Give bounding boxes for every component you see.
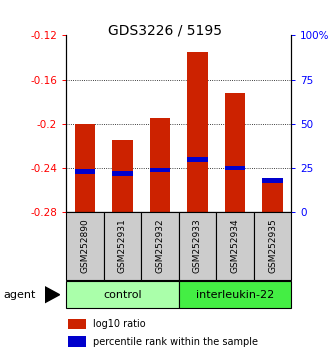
Bar [66,212,104,280]
Text: control: control [103,290,142,300]
Bar [179,281,291,308]
Text: GSM252932: GSM252932 [156,219,165,273]
Bar [254,212,291,280]
Bar [262,178,283,183]
Text: GSM252933: GSM252933 [193,219,202,273]
Bar [150,118,170,212]
Bar [225,93,245,212]
Bar [150,168,170,172]
Text: GSM252935: GSM252935 [268,219,277,273]
Text: GSM252934: GSM252934 [230,219,240,273]
Text: interleukin-22: interleukin-22 [196,290,274,300]
Bar [225,166,245,170]
Bar [66,281,179,308]
Bar [75,124,95,212]
Bar [187,157,208,161]
Bar [179,212,216,280]
Text: GDS3226 / 5195: GDS3226 / 5195 [109,23,222,37]
Bar [69,336,86,347]
Text: GSM252931: GSM252931 [118,219,127,273]
Bar [75,170,95,174]
Text: percentile rank within the sample: percentile rank within the sample [93,337,258,347]
Bar [112,171,133,176]
Polygon shape [45,287,60,303]
Bar [216,212,254,280]
Text: agent: agent [3,290,36,300]
Bar [69,319,86,329]
Bar [141,212,179,280]
Text: log10 ratio: log10 ratio [93,319,146,329]
Bar [187,52,208,212]
Bar [104,212,141,280]
Bar [112,141,133,212]
Bar [262,179,283,212]
Text: GSM252890: GSM252890 [80,219,89,273]
